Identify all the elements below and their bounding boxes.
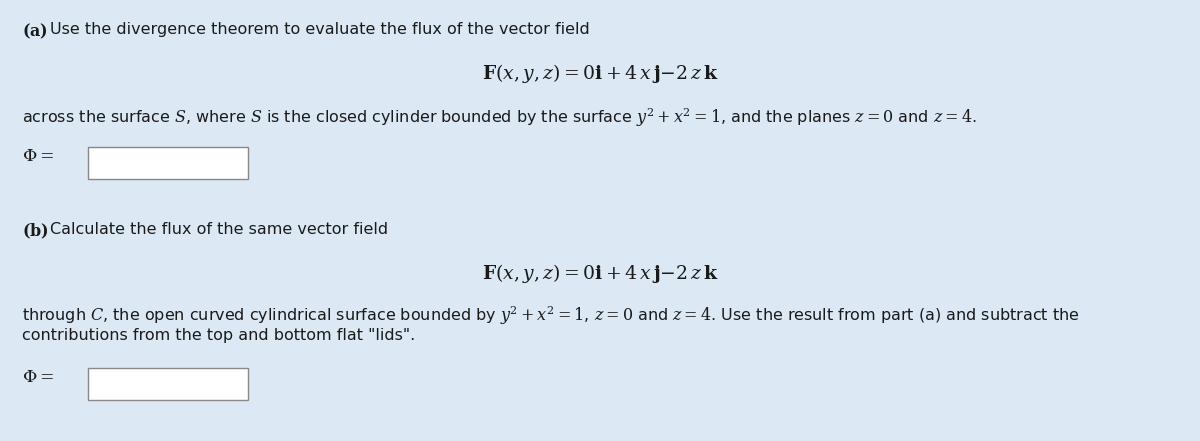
FancyBboxPatch shape: [88, 368, 248, 400]
Text: $\Phi =$: $\Phi =$: [22, 368, 54, 386]
Text: contributions from the top and bottom flat "lids".: contributions from the top and bottom fl…: [22, 328, 415, 343]
FancyBboxPatch shape: [88, 147, 248, 179]
Text: through $C$, the open curved cylindrical surface bounded by $y^2 + x^2 = 1$, $z : through $C$, the open curved cylindrical…: [22, 304, 1080, 327]
Text: $\mathbf{(a)}$: $\mathbf{(a)}$: [22, 22, 48, 41]
Text: $\Phi =$: $\Phi =$: [22, 147, 54, 165]
Text: Use the divergence theorem to evaluate the flux of the vector field: Use the divergence theorem to evaluate t…: [50, 22, 589, 37]
Text: $\mathbf{F}(x, y, z) = 0\mathbf{i} + 4\,x\,\mathbf{j}{-}2\,z\,\mathbf{k}$: $\mathbf{F}(x, y, z) = 0\mathbf{i} + 4\,…: [481, 262, 719, 285]
Text: Calculate the flux of the same vector field: Calculate the flux of the same vector fi…: [50, 222, 388, 237]
Text: $\mathbf{F}(x, y, z) = 0\mathbf{i} + 4\,x\,\mathbf{j}{-}2\,z\,\mathbf{k}$: $\mathbf{F}(x, y, z) = 0\mathbf{i} + 4\,…: [481, 62, 719, 85]
Text: across the surface $S$, where $S$ is the closed cylinder bounded by the surface : across the surface $S$, where $S$ is the…: [22, 106, 977, 129]
Text: $\mathbf{(b)}$: $\mathbf{(b)}$: [22, 222, 49, 241]
